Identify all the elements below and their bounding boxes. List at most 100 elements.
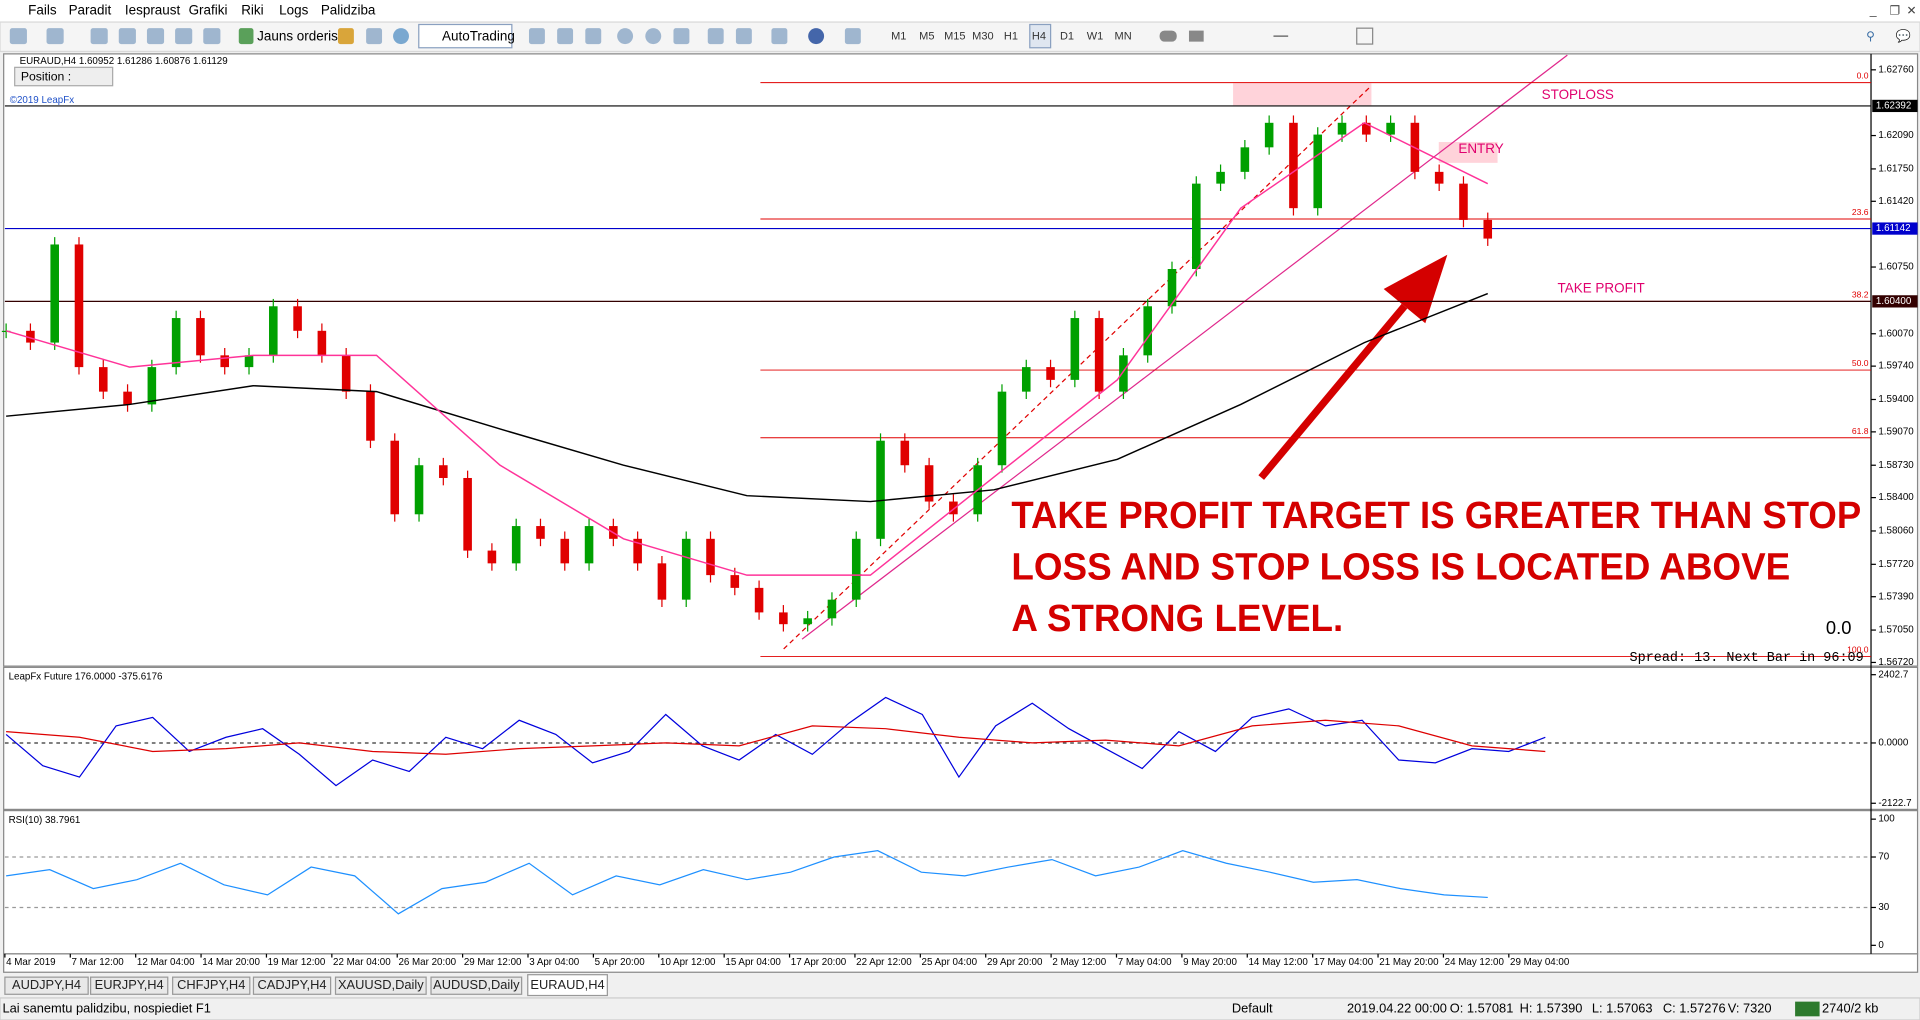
autotrading-button[interactable] [418, 23, 513, 49]
status-time: 2019.04.22 00:00 [1347, 1000, 1447, 1015]
chart-tab-label[interactable]: AUDUSD,Daily [433, 977, 520, 992]
candle [706, 538, 715, 576]
x-tick-label: 29 Apr 20:00 [987, 957, 1043, 968]
candle [1337, 122, 1347, 135]
message-line: TAKE PROFIT TARGET IS GREATER THAN STOP [1011, 495, 1861, 537]
price-level-tag [1872, 295, 1918, 308]
x-tick-label: 3 Apr 04:00 [529, 957, 580, 968]
chart-tab[interactable] [252, 976, 332, 995]
chart-tab[interactable] [172, 976, 251, 995]
candle [851, 538, 861, 600]
main-chart-frame [3, 53, 1919, 667]
x-tick-label: 29 May 04:00 [1510, 957, 1570, 968]
chart-tab[interactable] [334, 976, 427, 995]
x-tick-label: 14 Mar 20:00 [202, 957, 260, 968]
chart-tab[interactable] [4, 976, 89, 995]
copyright: ©2019 LeapFx [10, 95, 74, 106]
x-tick-label: 22 Apr 12:00 [856, 957, 912, 968]
timeframe-button[interactable]: MN [1115, 31, 1132, 43]
stoploss-zone [1233, 83, 1372, 106]
candle [196, 318, 205, 356]
menu-item[interactable]: Paradit [69, 3, 112, 18]
chart-tab[interactable] [430, 976, 523, 995]
candle [949, 501, 958, 515]
y-tick-label: 0.0000 [1878, 738, 1908, 749]
y-tick-label: 1.60750 [1878, 262, 1914, 273]
indicator-title: RSI(10) 38.7961 [9, 815, 81, 826]
entry-zone [1438, 142, 1498, 163]
y-tick-label: 0 [1878, 940, 1884, 951]
candle [414, 465, 424, 515]
y-tick-label: 100 [1878, 814, 1895, 825]
chart-tab-label[interactable]: XAUUSD,Daily [338, 977, 424, 992]
candle [1094, 318, 1104, 392]
chart-tab[interactable] [90, 976, 169, 995]
timeframe-button[interactable]: H4 [1032, 31, 1046, 43]
indicator-line [5, 696, 1546, 787]
chart-tab-label[interactable]: AUDJPY,H4 [12, 977, 81, 992]
y-tick-label: 1.59070 [1878, 426, 1914, 437]
chart-tab-label[interactable]: EURAUD,H4 [530, 977, 604, 992]
y-tick-label: 1.61420 [1878, 196, 1914, 207]
spread-info: Spread: 13. Next Bar in 96:09 [1630, 651, 1864, 666]
candle [997, 391, 1007, 466]
menu-item[interactable]: Riki [241, 3, 263, 18]
status-high: H: 1.57390 [1520, 1000, 1583, 1015]
chart-tab-label[interactable]: CHFJPY,H4 [177, 977, 245, 992]
candle [1216, 171, 1225, 184]
timeframe-button[interactable]: M1 [891, 31, 906, 43]
timeframe-button[interactable]: M15 [944, 31, 965, 43]
chart-tab-label[interactable]: EURJPY,H4 [95, 977, 164, 992]
menu-item[interactable]: Logs [279, 3, 308, 18]
timeframe-button[interactable]: D1 [1060, 31, 1074, 43]
timeframe-button[interactable]: H1 [1004, 31, 1018, 43]
y-tick-label: 1.61750 [1878, 164, 1914, 175]
autotrading-label[interactable]: AutoTrading [442, 28, 515, 43]
menu-item[interactable]: Iespraust [125, 3, 181, 18]
x-tick-label: 24 May 12:00 [1445, 957, 1505, 968]
svg-text:_: _ [1869, 3, 1877, 17]
candle [536, 526, 545, 539]
connection-indicator [1795, 1001, 1820, 1017]
menu-item[interactable]: Palidziba [321, 3, 376, 18]
candle [900, 440, 910, 466]
status-close: C: 1.57276 [1663, 1000, 1726, 1015]
y-tick-label: 1.58060 [1878, 526, 1914, 537]
menu-item[interactable]: Grafiki [189, 3, 228, 18]
timeframe-button[interactable]: W1 [1087, 31, 1104, 43]
position-panel-label[interactable]: Position : [21, 69, 71, 83]
chart-tab[interactable] [527, 974, 608, 997]
timeframe-button[interactable]: M5 [919, 31, 934, 43]
arrow-shaft [1258, 303, 1408, 480]
status-profile: Default [1232, 1000, 1273, 1015]
moving-average [5, 121, 1489, 576]
message-line: LOSS AND STOP LOSS IS LOCATED ABOVE [1011, 546, 1790, 588]
status-low: L: 1.57063 [1592, 1000, 1653, 1015]
position-panel [14, 66, 114, 87]
indicator-title: LeapFx Future 176.0000 -375.6176 [9, 672, 163, 683]
svg-text:✕: ✕ [1907, 3, 1917, 17]
x-tick-label: 14 May 12:00 [1248, 957, 1308, 968]
y-tick-label: 1.58400 [1878, 492, 1914, 503]
svg-text:❐: ❐ [1889, 3, 1900, 17]
y-tick-label: -2122.7 [1878, 798, 1911, 809]
price-level-tag [1872, 99, 1918, 113]
y-tick-label: 2402.7 [1878, 669, 1908, 680]
candle [1264, 122, 1274, 148]
x-tick-label: 9 May 20:00 [1183, 957, 1237, 968]
profit-value: 0.0 [1826, 617, 1852, 638]
candle [827, 599, 837, 619]
x-tick-label: 26 Mar 20:00 [398, 957, 456, 968]
candle [924, 465, 934, 502]
candle [1459, 183, 1468, 220]
indicator-line [6, 850, 1488, 915]
toolbar [0, 21, 1920, 53]
chart-tab-label[interactable]: CADJPY,H4 [258, 977, 327, 992]
candle [1046, 367, 1055, 380]
timeframe-button[interactable]: M30 [972, 31, 993, 43]
status-help: Lai sanemtu palidzibu, nospiediet F1 [2, 1000, 211, 1015]
menu-item[interactable]: Fails [28, 3, 57, 18]
new-order-button[interactable]: Jauns orderis [257, 28, 338, 43]
candle [1192, 183, 1201, 269]
moving-average [6, 292, 1489, 503]
